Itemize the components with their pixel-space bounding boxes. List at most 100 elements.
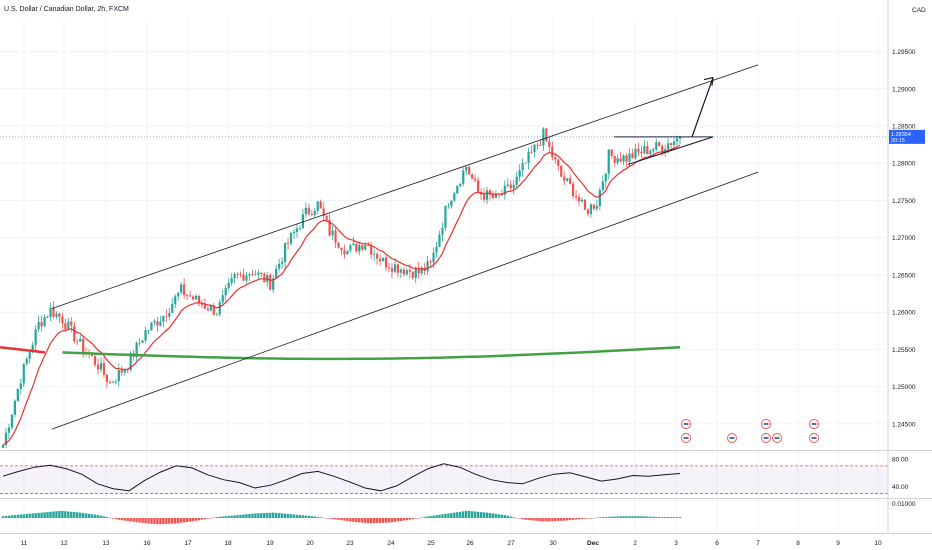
y-tick-label: 1.24500 xyxy=(892,421,916,428)
macd-histogram-bar xyxy=(491,513,495,518)
candle-body xyxy=(557,159,560,166)
candle-body xyxy=(509,184,512,189)
candle-body xyxy=(580,199,584,202)
macd-histogram-bar xyxy=(375,518,379,524)
macd-histogram-bar xyxy=(61,510,64,518)
candle-body xyxy=(215,314,218,316)
macd-histogram-bar xyxy=(521,518,524,520)
macd-histogram-bar xyxy=(328,518,331,519)
candle-body xyxy=(96,364,100,370)
macd-histogram-bar xyxy=(254,513,257,518)
macd-histogram-bar xyxy=(242,514,245,518)
macd-histogram-bar xyxy=(307,515,311,518)
macd-histogram-bar xyxy=(99,515,103,518)
candle-body xyxy=(643,146,646,154)
ema-line xyxy=(2,144,681,446)
candle-body xyxy=(664,149,667,152)
candle-body xyxy=(438,234,441,247)
y-tick-label: 1.29000 xyxy=(892,86,916,93)
candle-body xyxy=(177,292,180,297)
macd-histogram-bar xyxy=(96,515,100,518)
candle-body xyxy=(272,278,275,290)
macd-histogram-bar xyxy=(470,511,474,518)
macd-histogram-bar xyxy=(298,515,302,518)
candle-body xyxy=(129,353,132,370)
candle-body xyxy=(616,158,619,163)
macd-histogram-bar xyxy=(227,515,230,518)
macd-histogram-bar xyxy=(367,518,370,524)
candle-body xyxy=(393,264,397,272)
candle-body xyxy=(93,356,97,365)
candle-body xyxy=(4,432,8,445)
candle-body xyxy=(159,321,162,326)
macd-histogram-bar xyxy=(233,515,236,518)
macd-histogram-bar xyxy=(236,515,239,518)
macd-histogram-bar xyxy=(16,514,20,518)
macd-histogram-bar xyxy=(40,512,43,518)
macd-histogram-bar xyxy=(551,518,554,522)
indicator-panes xyxy=(0,463,888,525)
macd-histogram-bar xyxy=(105,516,109,518)
macd-histogram-bar xyxy=(257,513,260,518)
x-tick-label: 10 xyxy=(874,540,882,547)
macd-histogram-bar xyxy=(117,518,121,520)
macd-histogram-bar xyxy=(274,512,278,518)
y-tick-label: 1.27500 xyxy=(892,198,916,205)
macd-histogram-bar xyxy=(304,515,308,518)
candle-body xyxy=(292,231,296,233)
candle-body xyxy=(426,261,429,272)
macd-histogram-bar xyxy=(114,518,118,520)
event-flag-mark xyxy=(774,437,780,439)
candle-body xyxy=(577,197,581,202)
candle-body xyxy=(563,176,566,181)
candle-body xyxy=(19,383,22,389)
candle-body xyxy=(212,305,215,315)
macd-histogram-bar xyxy=(527,518,530,521)
candle-body xyxy=(239,274,242,276)
macd-histogram-bar xyxy=(467,510,471,518)
candle-body xyxy=(586,209,590,214)
macd-histogram-bar xyxy=(571,518,575,520)
candle-body xyxy=(530,151,533,153)
macd-histogram-bar xyxy=(658,517,661,518)
rsi-band xyxy=(0,465,888,494)
x-tick-label: 20 xyxy=(306,540,314,547)
candle-body xyxy=(325,215,328,220)
candle-body xyxy=(31,344,34,353)
candle-body xyxy=(456,185,459,194)
macd-histogram-bar xyxy=(663,517,667,518)
candle-body xyxy=(230,278,233,283)
macd-histogram-bar xyxy=(450,513,453,518)
candle-body xyxy=(399,269,402,273)
macd-histogram-bar xyxy=(628,516,631,518)
macd-histogram-bar xyxy=(459,511,462,518)
macd-histogram-bar xyxy=(545,518,548,522)
macd-histogram-bar xyxy=(524,518,527,520)
macd-histogram-bar xyxy=(81,512,85,518)
x-tick-label: 27 xyxy=(507,540,515,547)
macd-histogram-bar xyxy=(325,518,328,519)
candle-body xyxy=(595,205,598,209)
candle-body xyxy=(310,214,313,216)
candle-body xyxy=(515,176,518,185)
candle-body xyxy=(328,219,331,236)
rsi-tick-label: 80.00 xyxy=(892,456,909,463)
macd-histogram-bar xyxy=(592,517,596,519)
macd-histogram-bar xyxy=(456,512,459,518)
long-ma-green xyxy=(62,345,681,361)
candle-body xyxy=(40,322,43,327)
candle-body xyxy=(316,201,319,212)
macd-histogram-bar xyxy=(402,518,406,521)
candle-body xyxy=(99,363,103,370)
macd-histogram-bar xyxy=(70,511,73,518)
macd-histogram-bar xyxy=(536,518,539,521)
candle-body xyxy=(417,268,420,274)
macd-histogram-bar xyxy=(340,518,343,521)
candle-body xyxy=(73,325,76,342)
macd-histogram-bar xyxy=(165,518,168,524)
macd-histogram-bar xyxy=(512,517,515,518)
macd-histogram-bar xyxy=(420,517,423,518)
current-price-tag xyxy=(889,129,925,144)
candle-body xyxy=(165,315,168,317)
